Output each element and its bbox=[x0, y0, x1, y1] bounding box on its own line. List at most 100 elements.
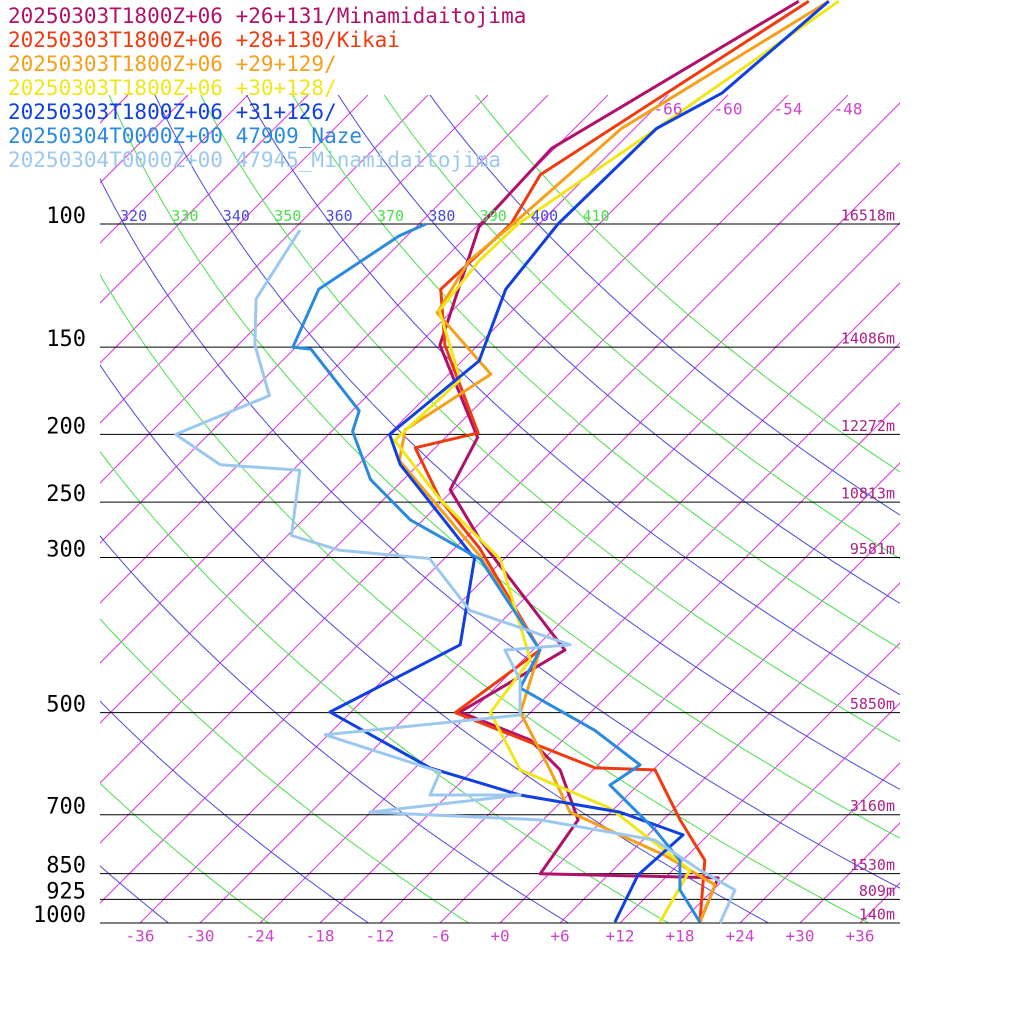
x-tick-label: +6 bbox=[550, 927, 569, 946]
adiabat bbox=[383, 95, 900, 560]
isotherm bbox=[100, 95, 729, 724]
adiabat bbox=[154, 95, 900, 790]
height-label: 5850m bbox=[850, 695, 895, 713]
isotherm bbox=[259, 282, 900, 923]
isotherm bbox=[100, 95, 549, 544]
profile-line bbox=[328, 0, 830, 923]
legend-entry: 20250303T1800Z+06 +30+128/ bbox=[8, 76, 337, 100]
adiabat bbox=[429, 95, 900, 516]
isotherm bbox=[0, 95, 8, 923]
isotherm bbox=[319, 342, 900, 923]
pressure-label: 300 bbox=[46, 538, 86, 563]
isotherm bbox=[100, 95, 309, 304]
adiabat bbox=[100, 535, 569, 923]
height-label: 140m bbox=[859, 906, 895, 924]
theta-label: 350 bbox=[274, 207, 301, 225]
legend-entry: 20250303T1800Z+06 +28+130/Kikai bbox=[8, 28, 400, 52]
pressure-label: 500 bbox=[46, 693, 86, 718]
background-lines bbox=[0, 95, 1024, 923]
labels: 320 330 340 350 360 370 380 390 400 410 -66 -60 -54 -… bbox=[8, 4, 895, 946]
adiabat bbox=[100, 782, 269, 923]
isotherm bbox=[100, 95, 249, 244]
adiabat bbox=[475, 95, 900, 473]
adiabat bbox=[100, 364, 769, 923]
pressure-label: 700 bbox=[46, 795, 86, 820]
theta-label: 320 bbox=[120, 207, 147, 225]
theta-label: 400 bbox=[531, 207, 558, 225]
height-label: 16518m bbox=[841, 207, 895, 225]
isotherm bbox=[100, 95, 429, 424]
isotherm bbox=[559, 582, 900, 923]
pressure-label: 150 bbox=[46, 327, 86, 352]
x-tick-label: -18 bbox=[306, 927, 335, 946]
legend-entry: 20250304T0000Z+00 47909_Naze bbox=[8, 124, 362, 148]
x-tick-label: -36 bbox=[126, 927, 155, 946]
profile-line bbox=[174, 229, 737, 924]
isotherm bbox=[100, 95, 189, 184]
pressure-label: 100 bbox=[46, 204, 86, 229]
theta-label: 390 bbox=[480, 207, 507, 225]
height-label: 3160m bbox=[850, 797, 895, 815]
isotherm bbox=[379, 402, 900, 923]
pressure-label: 1000 bbox=[33, 903, 86, 928]
x-tick-label: +12 bbox=[606, 927, 635, 946]
pressure-label: 925 bbox=[46, 879, 86, 904]
adiabat bbox=[100, 177, 900, 889]
x-tick-label: -6 bbox=[430, 927, 449, 946]
pressure-label: 200 bbox=[46, 414, 86, 439]
x-tick-label: +18 bbox=[666, 927, 695, 946]
adiabat bbox=[100, 273, 869, 923]
adiabat bbox=[337, 95, 900, 604]
legend-entry: 20250304T0000Z+00 47945_Minamidaitojima bbox=[8, 148, 501, 172]
x-tick-label: +0 bbox=[490, 927, 509, 946]
profile-line bbox=[438, 0, 800, 923]
isotherm bbox=[679, 702, 900, 923]
height-label: 809m bbox=[859, 882, 895, 900]
profile-line bbox=[393, 0, 840, 923]
isotherm-label: -48 bbox=[834, 100, 863, 119]
isotherm bbox=[799, 822, 900, 923]
height-label: 12272m bbox=[841, 417, 895, 435]
isotherm bbox=[980, 95, 1024, 923]
height-label: 10813m bbox=[841, 485, 895, 503]
pressure-label: 250 bbox=[46, 482, 86, 507]
legend-entry: 20250303T1800Z+06 +29+129/ bbox=[8, 52, 337, 76]
height-label: 9581m bbox=[850, 540, 895, 558]
x-tick-label: -30 bbox=[186, 927, 215, 946]
isotherm-label: -66 bbox=[654, 100, 683, 119]
isotherm bbox=[100, 102, 900, 904]
isotherm-label: -54 bbox=[774, 100, 803, 119]
isotherm bbox=[199, 222, 900, 923]
adiabat bbox=[108, 95, 900, 839]
theta-label: 360 bbox=[326, 207, 353, 225]
isotherm bbox=[619, 642, 900, 923]
adiabat bbox=[291, 95, 900, 650]
x-tick-label: +24 bbox=[726, 927, 755, 946]
theta-label: 330 bbox=[171, 207, 198, 225]
x-tick-label: -24 bbox=[246, 927, 275, 946]
theta-label: 370 bbox=[377, 207, 404, 225]
isotherm bbox=[100, 95, 609, 604]
pressure-levels bbox=[100, 223, 900, 924]
isotherm bbox=[100, 95, 369, 364]
adiabat bbox=[100, 450, 669, 923]
x-tick-label: +36 bbox=[846, 927, 875, 946]
height-label: 1530m bbox=[850, 856, 895, 874]
legend-entry: 20250303T1800Z+06 +26+131/Minamidaitojim… bbox=[8, 4, 526, 28]
profiles bbox=[174, 0, 840, 924]
isotherm bbox=[739, 762, 900, 923]
x-tick-label: +30 bbox=[786, 927, 815, 946]
isotherm bbox=[100, 95, 489, 484]
adiabat bbox=[246, 95, 900, 696]
isotherm bbox=[100, 95, 669, 664]
theta-label: 410 bbox=[583, 207, 610, 225]
adiabat bbox=[100, 618, 469, 923]
height-label: 14086m bbox=[841, 330, 895, 348]
isotherm-label: -60 bbox=[714, 100, 743, 119]
adiabat bbox=[100, 700, 369, 923]
legend-entry: 20250303T1800Z+06 +31+126/ bbox=[8, 100, 337, 124]
adiabat bbox=[200, 95, 900, 743]
isotherm bbox=[439, 462, 900, 923]
isotherm bbox=[920, 95, 1024, 923]
